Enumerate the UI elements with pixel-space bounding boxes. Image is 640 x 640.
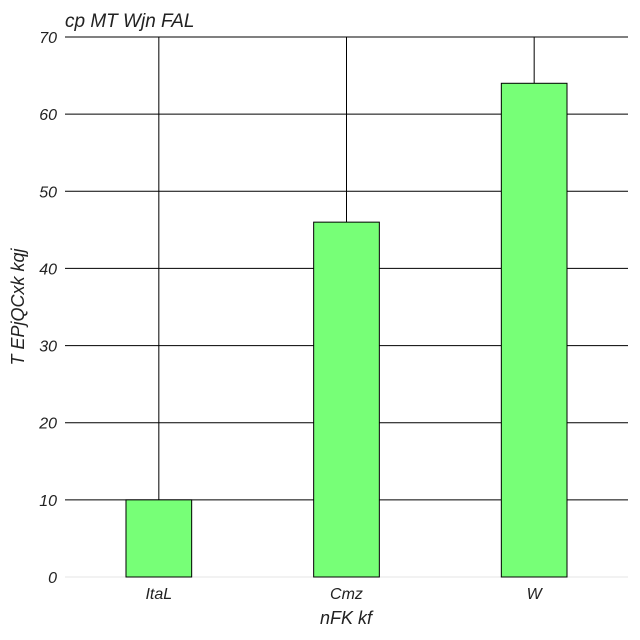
y-tick-label: 40 [39,261,57,278]
bars [125,82,568,578]
y-tick-label: 60 [39,107,57,124]
tick-labels: 0 10 20 30 40 50 60 70 ItaL Cmz W [38,30,543,603]
chart-title: cp MT Wjn FAL [65,11,195,32]
x-tick-label: W [527,586,544,603]
x-tick-label: ItaL [145,586,172,603]
y-tick-label: 70 [39,30,57,47]
y-tick-label: 30 [39,339,57,356]
bar [500,82,568,578]
x-tick-label: Cmz [330,586,363,603]
y-tick-label: 50 [39,184,57,201]
bar [313,221,380,578]
x-axis-label: nFK kf [320,608,374,628]
y-tick-label: 20 [38,416,57,433]
y-axis-label: T EPjQCxk kqj [8,247,28,365]
bar [125,499,193,578]
y-tick-label: 10 [39,493,57,510]
y-tick-label: 0 [48,570,57,587]
